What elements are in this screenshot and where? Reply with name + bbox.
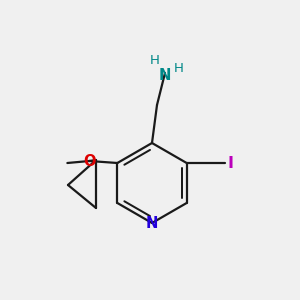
- Text: N: N: [146, 215, 158, 230]
- Text: N: N: [159, 68, 171, 82]
- Text: H: H: [150, 55, 160, 68]
- Text: I: I: [228, 155, 234, 170]
- Text: H: H: [174, 62, 184, 76]
- Text: O: O: [83, 154, 96, 169]
